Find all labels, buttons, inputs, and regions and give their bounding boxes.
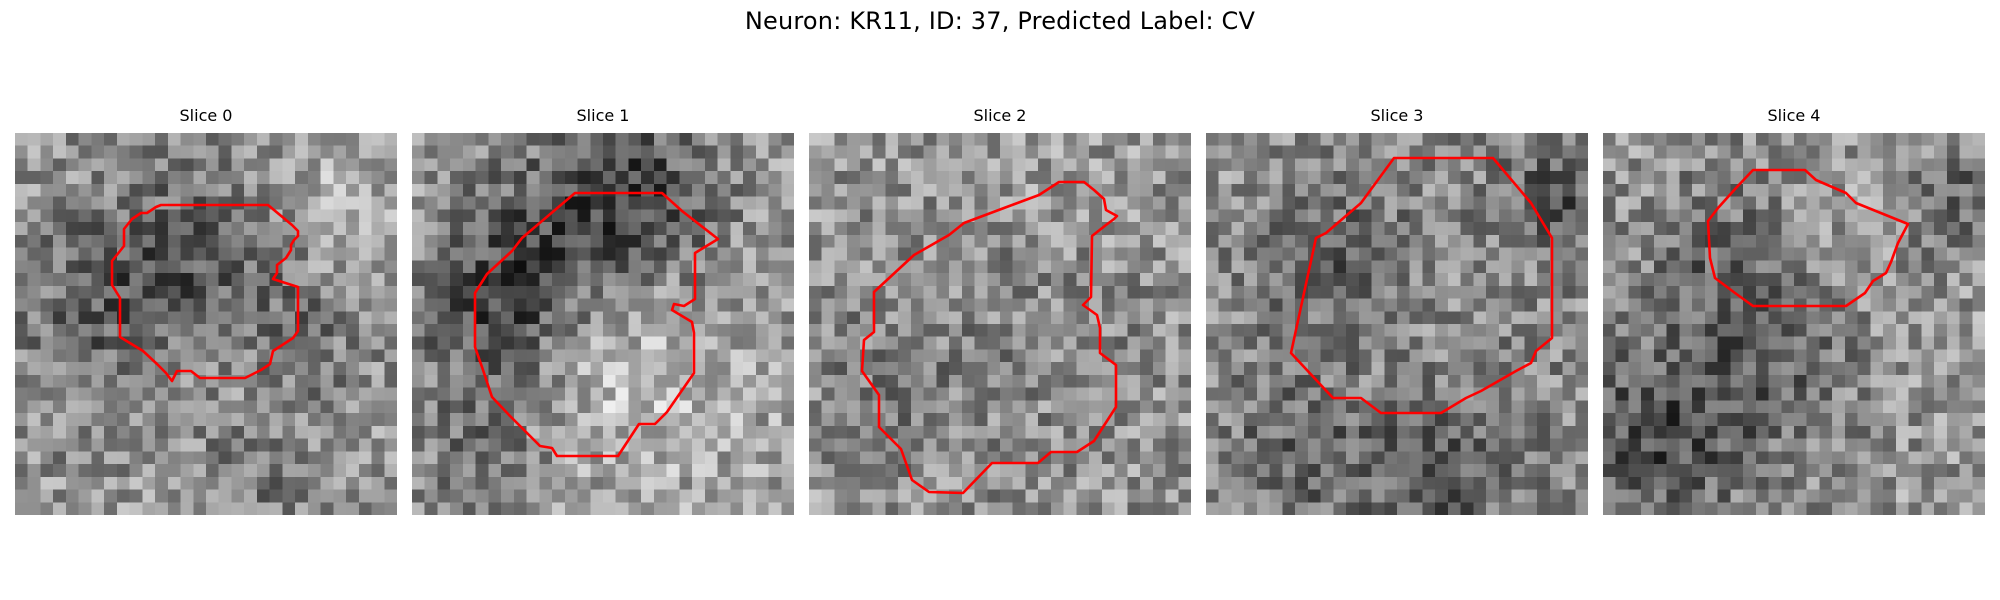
roi-outline bbox=[1706, 168, 1910, 308]
slice-title: Slice 4 bbox=[1767, 106, 1821, 125]
figure-title: Neuron: KR11, ID: 37, Predicted Label: C… bbox=[744, 7, 1256, 35]
slice-image bbox=[15, 133, 397, 515]
roi-outline bbox=[860, 180, 1119, 495]
roi-contour bbox=[1289, 156, 1554, 415]
roi-contour bbox=[1706, 168, 1910, 308]
slice-title: Slice 3 bbox=[1370, 106, 1424, 125]
roi-outline bbox=[1289, 156, 1554, 415]
roi-outline bbox=[110, 203, 300, 383]
slice-title: Slice 2 bbox=[973, 106, 1027, 125]
slice-pixels bbox=[15, 133, 397, 515]
slice-panel-3: Slice 3 bbox=[1206, 106, 1588, 520]
roi-contour bbox=[860, 180, 1119, 495]
roi-outline bbox=[473, 191, 720, 458]
slice-image bbox=[809, 133, 1191, 515]
slice-image bbox=[412, 133, 794, 515]
slice-pixels bbox=[1603, 133, 1985, 515]
slice-title: Slice 0 bbox=[179, 106, 233, 125]
slice-image bbox=[1603, 133, 1985, 515]
slice-image bbox=[1206, 133, 1588, 515]
slice-panel-0: Slice 0 bbox=[15, 106, 397, 520]
slice-pixels bbox=[809, 133, 1191, 515]
slice-panel-1: Slice 1 bbox=[412, 106, 794, 520]
roi-contour bbox=[110, 203, 300, 383]
roi-contour bbox=[473, 191, 720, 458]
slice-panel-4: Slice 4 bbox=[1603, 106, 1985, 520]
slice-title: Slice 1 bbox=[576, 106, 630, 125]
slice-panel-2: Slice 2 bbox=[809, 106, 1191, 520]
